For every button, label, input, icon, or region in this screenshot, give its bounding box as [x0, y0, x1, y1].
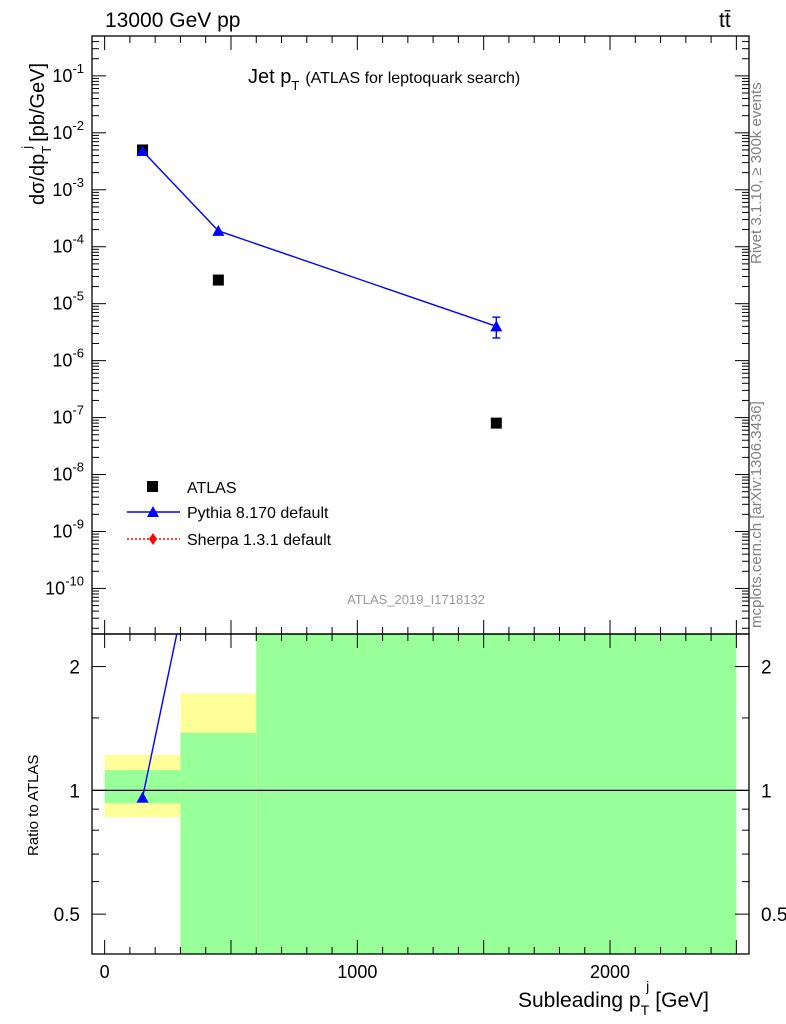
ratio-pythia-point — [136, 791, 149, 803]
main-y-tick-label-exp: -2 — [72, 118, 84, 133]
legend-marker-sherpa — [149, 533, 157, 545]
main-y-tick-label: 10-6 — [52, 346, 84, 371]
main-y-tick-label-base: 10 — [52, 180, 72, 200]
x-axis-label-lead: Subleading p — [518, 989, 641, 1012]
main-y-axis-label-sub: T — [39, 146, 54, 154]
ratio-y-tick-label-right: 2 — [761, 658, 772, 679]
main-y-tick-label-base: 10 — [52, 351, 72, 371]
ratio-panel-frame — [91, 633, 750, 955]
main-y-tick-label-base: 10 — [52, 237, 72, 257]
ratio-y-tick-label-right: 0.5 — [761, 905, 786, 926]
main-y-tick-label-exp: -6 — [72, 346, 84, 361]
main-y-axis-label-lead: dσ/dp — [27, 154, 49, 205]
ratio-x-tick-label: 2000 — [590, 962, 630, 982]
main-y-axis-label-unit: [pb/GeV] — [27, 63, 49, 142]
main-y-axis-label-sup: j — [19, 146, 34, 150]
plot-title-rest: (ATLAS for leptoquark search) — [305, 70, 520, 87]
main-y-tick-label-base: 10 — [52, 521, 72, 541]
plot-title: Jet pT (ATLAS for leptoquark search) — [248, 66, 520, 93]
main-y-tick-label: 10-5 — [52, 289, 84, 314]
main-y-tick-label-exp: -5 — [72, 289, 84, 304]
legend-label-sherpa: Sherpa 1.3.1 default — [187, 532, 332, 549]
main-y-tick-label-exp: -4 — [72, 232, 84, 247]
legend-marker-pythia — [147, 506, 159, 517]
process-label: tt̄ — [719, 9, 731, 32]
main-y-tick-label-base: 10 — [52, 66, 72, 86]
ratio-y-tick-label-left: 0.5 — [54, 905, 80, 926]
ratio-x-ticks: 0 1000 2000 — [100, 634, 737, 982]
main-y-axis-label: dσ/dpTj [pb/GeV] — [19, 63, 54, 205]
legend-label-atlas: ATLAS — [187, 480, 237, 497]
plot-title-main: Jet p — [248, 66, 291, 88]
main-y-tick-label-base: 10 — [52, 465, 72, 485]
main-y-tick-label: 10-9 — [52, 516, 84, 541]
atlas-point — [490, 417, 502, 429]
ratio-band-green — [180, 732, 257, 954]
pythia-point — [490, 320, 503, 332]
analysis-id: ATLAS_2019_I1718132 — [347, 592, 485, 607]
main-y-tick-label-base: 10 — [52, 294, 72, 314]
atlas-point — [212, 274, 224, 286]
ratio-bands — [104, 634, 737, 954]
ratio-series — [136, 429, 224, 803]
main-series — [136, 144, 503, 429]
main-y-tick-label: 10-4 — [52, 232, 84, 257]
main-y-tick-label-base: 10 — [52, 123, 72, 143]
ratio-y-tick-label-left: 1 — [69, 781, 80, 802]
x-axis-label: Subleading pTj [GeV] — [518, 978, 709, 1018]
main-y-tick-label-base: 10 — [52, 408, 72, 428]
x-axis-label-sup: j — [645, 978, 649, 994]
pythia-point — [136, 144, 149, 156]
plot-title-sub: T — [291, 78, 299, 93]
main-y-tick-label: 10-2 — [52, 118, 84, 143]
main-y-tick-label-exp: -1 — [72, 61, 84, 76]
main-y-ticks: 10-1010-910-810-710-610-510-410-310-210-… — [45, 35, 749, 629]
ratio-y-tick-label-left: 2 — [69, 658, 80, 679]
main-y-tick-label-exp: -8 — [72, 460, 84, 475]
mcplots-label: mcplots.cern.ch [arXiv:1306.3436] — [748, 401, 765, 628]
main-y-tick-label-exp: -10 — [65, 573, 84, 588]
pythia-line — [142, 150, 497, 328]
main-y-tick-label-base: 10 — [45, 578, 65, 598]
legend: ATLAS Pythia 8.170 default Sherpa 1.3.1 … — [127, 480, 332, 549]
main-y-tick-label-exp: -3 — [72, 175, 84, 190]
main-y-tick-label: 10-10 — [45, 573, 84, 598]
ratio-y-axis-label: Ratio to ATLAS — [25, 755, 42, 856]
x-axis-label-unit: [GeV] — [655, 989, 709, 1012]
ratio-x-tick-label: 1000 — [337, 962, 377, 982]
ratio-pythia-line — [141, 634, 178, 798]
main-y-tick-label: 10-7 — [52, 403, 84, 428]
main-y-tick-label: 10-8 — [52, 460, 84, 485]
main-y-tick-label: 10-1 — [52, 61, 84, 86]
ratio-band-green — [256, 634, 737, 954]
main-y-tick-label-exp: -7 — [72, 403, 84, 418]
ratio-y-tick-label-right: 1 — [761, 781, 772, 802]
x-axis-label-sub: T — [641, 1002, 650, 1018]
main-y-tick-label: 10-3 — [52, 175, 84, 200]
legend-marker-atlas — [147, 481, 158, 492]
ratio-y-ticks: 0.5 0.5 1 1 2 2 — [54, 658, 786, 955]
rivet-label: Rivet 3.1.10, ≥ 300k events — [748, 82, 765, 264]
energy-label: 13000 GeV pp — [105, 9, 240, 32]
ratio-pythia-point — [212, 429, 224, 440]
main-x-ticks — [104, 36, 737, 634]
pythia-point — [212, 224, 225, 236]
legend-label-pythia: Pythia 8.170 default — [187, 505, 329, 522]
ratio-x-tick-label: 0 — [100, 962, 110, 982]
main-y-tick-label-exp: -9 — [72, 516, 84, 531]
